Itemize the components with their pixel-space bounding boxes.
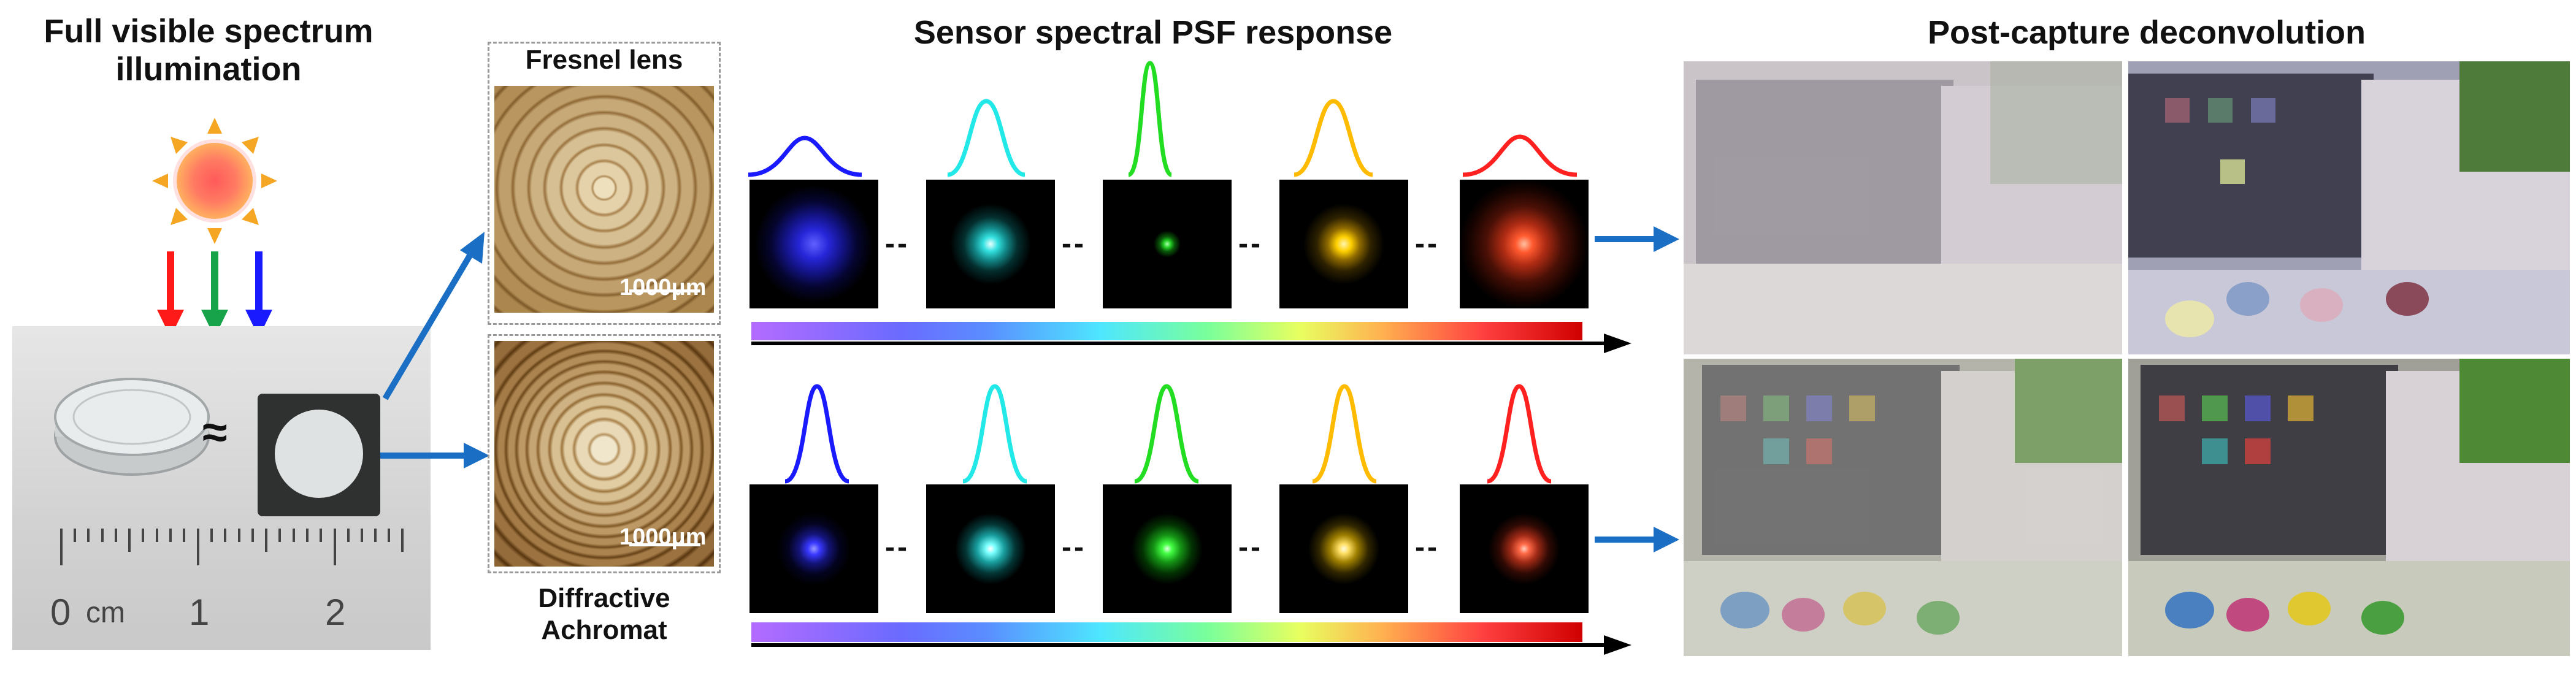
illumination-title: Full visible spectrum illumination (25, 12, 393, 88)
arrow-to-deconvolution-bottom (1595, 527, 1679, 552)
rgb-light-arrows (157, 251, 272, 337)
illumination-title-line1: Full visible spectrum (44, 13, 374, 50)
psf-separator-bottom-1: -- (885, 531, 910, 563)
spectrum-curve-red-bottom (1486, 384, 1552, 484)
spectrum-curve-cyan-bottom (962, 384, 1028, 484)
diffractive-element-icon (258, 394, 380, 516)
spectrum-curve-blue-bottom (784, 384, 850, 484)
sun-icon (152, 118, 277, 244)
psf-spectra-bottom (784, 384, 1552, 484)
ruler-label-2: 2 (325, 592, 346, 633)
psf-top-red (1460, 180, 1589, 308)
arrows-to-lenses (380, 232, 489, 468)
psf-bottom-blue (749, 484, 878, 613)
ruler-label-0: 0 (50, 592, 71, 633)
result-fresnel-captured (1684, 61, 2122, 354)
result-fresnel-deconvolved (2128, 61, 2570, 354)
psf-bottom-cyan (926, 484, 1055, 613)
spectrum-curve-red-top (1462, 134, 1577, 177)
refractive-lens-icon (54, 378, 210, 476)
fresnel-scale-label: 1000μm (619, 275, 707, 300)
spectrum-curve-yellow-bottom (1311, 384, 1378, 484)
approx-symbol: ≈ (202, 407, 228, 457)
psf-top-cyan (926, 180, 1055, 308)
lens-photo: ≈ (12, 326, 431, 650)
ruler-label-cm: cm (86, 597, 125, 629)
psf-separator-bottom-3: -- (1238, 531, 1263, 563)
spectrum-curve-green-top (1127, 61, 1173, 177)
ruler-label-1: 1 (189, 592, 210, 633)
psf-separator-top-4: -- (1415, 227, 1439, 260)
spectrum-bar-top (751, 322, 1582, 340)
achromat-label: Diffractive Achromat (488, 583, 721, 646)
psf-top-blue (749, 180, 878, 308)
psf-bottom-red (1460, 484, 1589, 613)
arrow-to-deconvolution-top (1595, 226, 1679, 252)
psf-bottom-yellow (1279, 484, 1408, 613)
psf-separator-top-3: -- (1238, 227, 1263, 260)
psf-separator-top-1: -- (885, 227, 910, 260)
psf-top-green (1103, 180, 1232, 308)
ruler (60, 529, 404, 565)
fresnel-lens-image (494, 86, 714, 313)
illumination-title-line2: illumination (115, 51, 302, 88)
result-achromat-deconvolved (2128, 359, 2570, 656)
result-achromat-captured (1684, 359, 2122, 656)
psf-separator-top-2: -- (1062, 227, 1086, 260)
spectrum-curve-cyan-top (947, 99, 1025, 177)
achromat-scale-label: 1000μm (619, 524, 707, 550)
spectrum-curve-blue-top (748, 136, 862, 177)
spectrum-curve-green-bottom (1133, 384, 1200, 484)
achromat-panel (488, 334, 721, 573)
fresnel-panel (488, 42, 721, 325)
deconvolution-title: Post-capture deconvolution (1927, 14, 2366, 51)
wavelength-axis-bottom (751, 635, 1631, 655)
achromat-label-line2: Achromat (541, 615, 667, 645)
psf-spectra-top (748, 61, 1577, 177)
psf-bottom-green (1103, 484, 1232, 613)
psf-separator-bottom-4: -- (1415, 531, 1439, 563)
psf-title: Sensor spectral PSF response (913, 14, 1393, 51)
spectrum-bar-bottom (751, 622, 1582, 642)
wavelength-axis-top (751, 334, 1631, 353)
achromat-lens-image (494, 341, 714, 567)
spectrum-curve-yellow-top (1294, 99, 1373, 177)
fresnel-label: Fresnel lens (525, 45, 683, 75)
psf-separator-bottom-2: -- (1062, 531, 1086, 563)
psf-top-yellow (1279, 180, 1408, 308)
achromat-label-line1: Diffractive (538, 583, 670, 613)
